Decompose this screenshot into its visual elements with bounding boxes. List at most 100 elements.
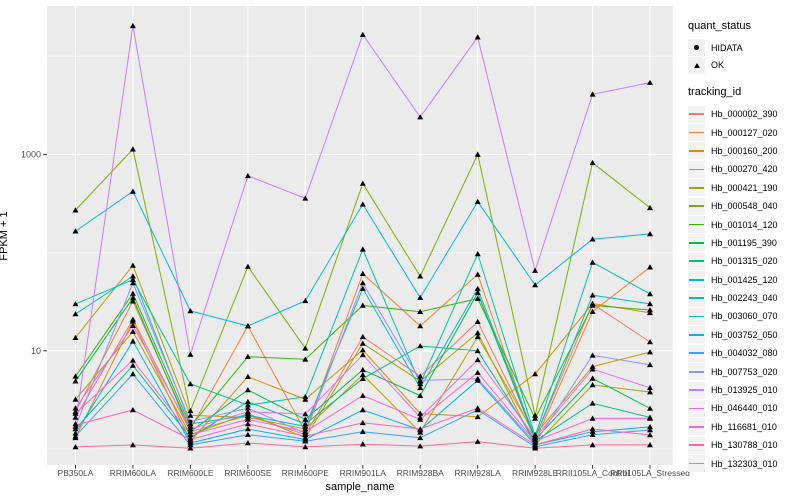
legend-item-tracking: Hb_003060_070: [688, 307, 778, 325]
data-point: [359, 340, 366, 346]
legend-tracking-id: tracking_id Hb_000002_390 Hb_000127_020 Hb…: [688, 86, 778, 473]
data-point: [532, 282, 539, 288]
legend-item-label: Hb_007753_020: [711, 366, 778, 377]
y-tick-label: 10: [31, 346, 41, 356]
data-point: [244, 416, 251, 422]
legend-item-tracking: Hb_130788_010: [688, 436, 778, 454]
quant-status-legend-items: HIDATA OK: [688, 39, 778, 74]
data-point: [647, 309, 653, 316]
data-point-hidata: [188, 419, 193, 424]
legend-key: [688, 142, 705, 160]
legend-item-tracking: Hb_000270_420: [688, 160, 778, 178]
legend-key: [688, 179, 705, 197]
data-point: [589, 292, 596, 298]
data-point: [589, 382, 596, 388]
legend-item-tracking: Hb_007753_020: [688, 362, 778, 381]
series-color-swatch: [689, 462, 704, 465]
series-color-swatch: [689, 297, 704, 299]
data-point: [474, 295, 481, 301]
legend-item-tracking: Hb_116681_010: [688, 418, 778, 436]
data-point: [72, 410, 79, 416]
data-point: [417, 308, 424, 314]
legend-item-tracking: Hb_002243_040: [688, 289, 778, 307]
data-point: [129, 442, 136, 448]
data-point: [359, 270, 366, 276]
x-tick-label: RRIM928BA: [397, 468, 445, 478]
data-point: [417, 273, 424, 279]
data-point: [359, 333, 366, 340]
data-point: [417, 377, 424, 383]
data-point: [359, 371, 366, 378]
x-tick-label: RRIM901LA: [340, 468, 387, 478]
data-point: [244, 323, 251, 329]
series-color-swatch: [689, 278, 704, 281]
data-point: [417, 373, 424, 379]
legend-item-label: Hb_001014_120: [711, 219, 778, 230]
data-point: [359, 280, 366, 286]
data-point: [129, 318, 136, 324]
data-point: [647, 291, 653, 297]
legend-item-label: HIDATA: [711, 42, 743, 53]
legend-item-tracking: Hb_001315_020: [688, 252, 778, 270]
data-point: [129, 338, 136, 344]
data-point: [302, 444, 309, 450]
legend-item-label: OK: [711, 60, 725, 71]
data-point: [474, 198, 481, 204]
panel-background: [47, 6, 673, 465]
data-point: [302, 356, 309, 362]
data-point: [417, 416, 424, 422]
data-point: [129, 328, 136, 334]
data-point: [359, 351, 366, 358]
data-point-hidata: [303, 434, 308, 439]
data-point: [532, 415, 539, 421]
legend-item-label: Hb_004032_080: [711, 348, 778, 359]
data-point: [129, 371, 136, 377]
series-color-swatch: [689, 223, 704, 226]
data-point: [359, 180, 366, 186]
data-point: [474, 369, 481, 375]
data-point: [129, 290, 136, 296]
data-point: [187, 431, 194, 437]
data-point: [532, 445, 539, 451]
data-point: [647, 301, 653, 307]
series-color-swatch: [689, 352, 704, 355]
data-point: [474, 151, 481, 157]
legend-key: [688, 326, 705, 344]
data-point: [187, 436, 194, 442]
data-point: [244, 426, 251, 432]
data-point: [72, 334, 79, 340]
data-point: [244, 412, 251, 418]
legend-item-label: Hb_116681_010: [711, 421, 777, 432]
data-point: [474, 405, 481, 411]
data-point: [359, 407, 366, 413]
y-tick-label: 1000: [21, 150, 41, 160]
x-tick-label: RRIM600SE: [224, 468, 272, 478]
legend-item-label: Hb_000127_020: [711, 127, 778, 138]
legend-item-label: Hb_001315_020: [711, 256, 778, 267]
data-point: [359, 302, 366, 308]
series-color-swatch: [689, 186, 704, 189]
data-point: [244, 408, 251, 414]
legend-item-tracking: Hb_000002_390: [688, 105, 778, 123]
data-point: [417, 294, 424, 300]
x-tick-label: PB350LA: [58, 468, 94, 478]
legend-key: [688, 418, 705, 436]
legend-key: [688, 363, 705, 381]
data-point: [589, 91, 596, 97]
data-point: [647, 349, 653, 355]
x-tick-label: RRII105LA_Control: [556, 468, 630, 478]
legend-key: [688, 289, 705, 307]
data-point: [129, 276, 136, 282]
legend-key: [688, 436, 705, 454]
series-color-swatch: [689, 242, 704, 244]
data-point: [417, 384, 424, 391]
legend-item-label: Hb_000548_040: [711, 201, 778, 212]
data-point: [302, 423, 309, 429]
series-color-swatch: [689, 131, 704, 134]
data-point: [72, 396, 79, 402]
data-point: [129, 146, 136, 152]
data-point: [302, 428, 309, 434]
legend-key: [688, 271, 705, 289]
data-point: [417, 114, 424, 120]
legend-item-label: Hb_000421_190: [711, 182, 778, 193]
